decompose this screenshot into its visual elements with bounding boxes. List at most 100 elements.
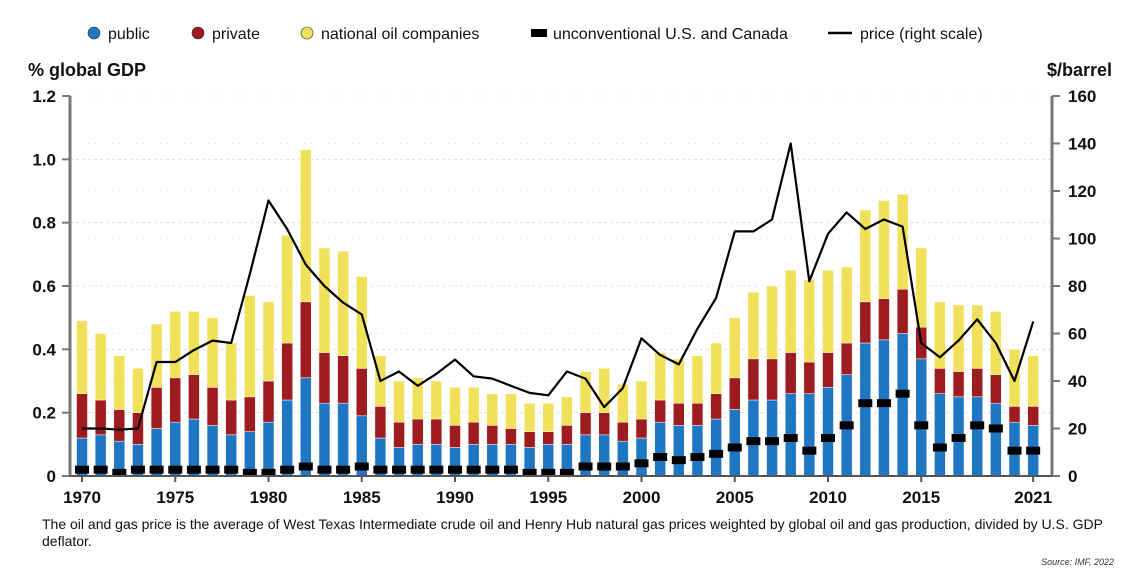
marker-unconventional-2012 xyxy=(858,399,873,408)
bar-national-oil-companies-1985 xyxy=(356,276,368,369)
bar-private-1989 xyxy=(430,418,443,445)
marker-unconventional-1977 xyxy=(205,465,220,474)
marker-unconventional-1995 xyxy=(541,468,556,477)
legend-item-4: unconventional U.S. and Canada xyxy=(531,26,788,43)
bar-national-oil-companies-1970 xyxy=(76,320,88,394)
bar-national-oil-companies-1993 xyxy=(505,393,517,429)
bar-private-2007 xyxy=(766,358,778,401)
bar-private-1988 xyxy=(411,418,424,445)
legend-swatch-dash xyxy=(531,29,547,37)
x-tick-label: 2021 xyxy=(1014,488,1052,507)
x-tick-label: 1980 xyxy=(250,488,288,507)
bar-national-oil-companies-1989 xyxy=(430,380,443,420)
tick-labels: 0 0.2 0.4 0.6 0.8 1.0 1.2 0 20 40 60 80 100 120 140 160… xyxy=(32,87,1096,507)
bar-private-1977 xyxy=(206,387,219,426)
legend-item-1: public xyxy=(87,26,150,43)
legend-label: private xyxy=(212,26,260,43)
bar-national-oil-companies-1997 xyxy=(579,371,592,413)
bar-private-2002 xyxy=(673,402,685,426)
marker-unconventional-2013 xyxy=(876,399,891,408)
marker-unconventional-1982 xyxy=(298,462,313,471)
bar-public-1984 xyxy=(337,402,349,477)
bar-public-2010 xyxy=(822,387,834,477)
bar-private-1987 xyxy=(393,421,405,448)
bar-national-oil-companies-1998 xyxy=(598,368,610,413)
marker-unconventional-2017 xyxy=(951,434,966,442)
marker-unconventional-2004 xyxy=(709,449,724,458)
bar-private-1981 xyxy=(281,342,293,401)
bar-private-1979 xyxy=(244,396,256,432)
marker-unconventional-1999 xyxy=(615,462,630,471)
marker-unconventional-2003 xyxy=(690,453,705,461)
y-right-tick-label: 100 xyxy=(1068,230,1096,249)
y-right-tick-label: 120 xyxy=(1068,182,1096,201)
bar-private-1986 xyxy=(374,406,387,439)
y-right-tick-label: 160 xyxy=(1068,87,1096,106)
y-left-tick-label: 0.8 xyxy=(32,214,56,233)
y-right-tick-label: 20 xyxy=(1068,420,1087,439)
marker-unconventional-1987 xyxy=(392,465,407,474)
bar-private-2020 xyxy=(1008,406,1021,423)
bar-national-oil-companies-2018 xyxy=(971,304,983,369)
y-right-tick-label: 80 xyxy=(1068,277,1087,296)
bar-national-oil-companies-1983 xyxy=(318,247,331,353)
bar-private-1976 xyxy=(188,374,200,420)
bar-public-1982 xyxy=(300,377,312,477)
bar-national-oil-companies-1971 xyxy=(94,333,107,401)
bar-private-1990 xyxy=(449,425,461,448)
legend-swatch-dot xyxy=(191,26,205,40)
bar-private-2014 xyxy=(896,288,909,334)
bar-national-oil-companies-1988 xyxy=(411,377,424,420)
bar-private-1993 xyxy=(505,428,517,445)
marker-unconventional-2001 xyxy=(653,453,668,461)
y-right-tick-label: 0 xyxy=(1068,467,1077,486)
bar-public-1981 xyxy=(281,399,293,477)
bar-public-2016 xyxy=(934,393,946,477)
chart-caption: The oil and gas price is the average of … xyxy=(42,516,1103,549)
bar-national-oil-companies-1995 xyxy=(542,402,554,432)
bar-national-oil-companies-1987 xyxy=(393,380,405,423)
marker-unconventional-2002 xyxy=(671,456,686,465)
y-left-tick-label: 1.2 xyxy=(32,87,56,106)
marker-unconventional-1998 xyxy=(597,462,612,471)
marker-unconventional-1975 xyxy=(168,465,183,474)
bar-public-2009 xyxy=(803,393,816,477)
bar-private-1994 xyxy=(523,431,536,448)
marker-unconventional-2006 xyxy=(746,437,761,446)
legend-label: public xyxy=(108,26,150,43)
legend: public private national oil companies uncon… xyxy=(87,26,983,43)
legend-label: price (right scale) xyxy=(860,26,983,43)
bar-public-1999 xyxy=(617,440,629,477)
bar-national-oil-companies-1972 xyxy=(113,355,126,410)
marker-unconventional-2015 xyxy=(914,421,929,430)
marker-unconventional-2018 xyxy=(970,421,985,430)
marker-unconventional-2010 xyxy=(821,434,835,442)
bar-private-2010 xyxy=(822,352,834,388)
bar-private-1985 xyxy=(356,368,368,417)
bar-private-1998 xyxy=(598,412,610,436)
bar-private-1982 xyxy=(300,301,312,379)
marker-unconventional-1981 xyxy=(280,465,295,474)
bar-national-oil-companies-1975 xyxy=(169,311,181,379)
bar-private-2021 xyxy=(1027,406,1039,426)
bar-public-2002 xyxy=(673,425,685,477)
x-tick-label: 1990 xyxy=(436,488,474,507)
marker-unconventional-2009 xyxy=(802,446,817,455)
marker-unconventional-1976 xyxy=(186,465,201,474)
bar-private-2011 xyxy=(840,342,853,375)
marker-unconventional-1985 xyxy=(354,462,369,471)
y-left-tick-label: 1.0 xyxy=(32,150,56,169)
legend-swatch-dot xyxy=(87,26,101,40)
marker-unconventional-1988 xyxy=(410,465,425,474)
x-tick-label: 2010 xyxy=(809,488,847,507)
marker-unconventional-1978 xyxy=(224,465,239,474)
bar-national-oil-companies-1981 xyxy=(281,235,293,344)
bar-national-oil-companies-2011 xyxy=(840,266,853,344)
x-tick-label: 2015 xyxy=(902,488,940,507)
legend-item-3: national oil companies xyxy=(300,26,479,43)
marker-unconventional-1980 xyxy=(261,468,276,477)
bar-national-oil-companies-2012 xyxy=(859,209,872,303)
bar-national-oil-companies-1999 xyxy=(617,383,629,423)
bar-private-2001 xyxy=(654,399,666,423)
bar-private-2006 xyxy=(747,358,760,401)
